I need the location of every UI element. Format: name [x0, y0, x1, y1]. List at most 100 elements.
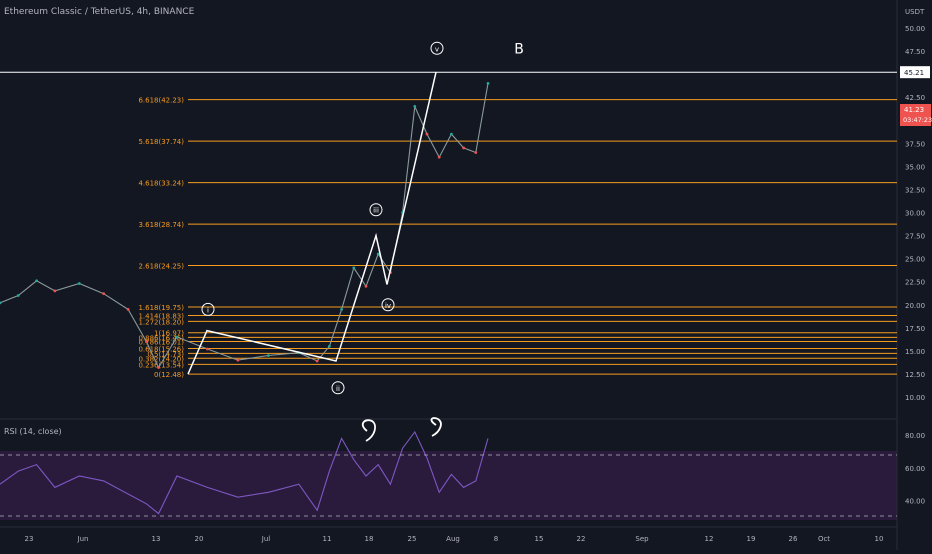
price-point[interactable]	[474, 151, 478, 154]
price-point[interactable]	[16, 294, 20, 297]
wave-label-ring	[430, 41, 444, 55]
fib-level-label: 1.618(19.75)	[138, 304, 184, 312]
time-axis[interactable]: 23 Jun 13 20 Jul 11 18 25 Aug 8 15 22 Sep 12 19 26 Oct 10	[25, 535, 884, 543]
price-point[interactable]	[437, 155, 441, 159]
wave-label[interactable]: i	[207, 306, 209, 314]
fib-level-label: 0.886(16.46)	[138, 334, 184, 342]
time-tick-label: Aug	[446, 535, 460, 543]
time-tick-label: Sep	[635, 535, 649, 543]
time-tick-label: 18	[365, 535, 374, 543]
wave-label-ring	[331, 381, 345, 395]
fib-level-label: 1(16.97)	[154, 330, 184, 338]
rsi-line[interactable]	[0, 430, 489, 515]
symbol-title: Ethereum Classic / TetherUS, 4h, BINANCE	[4, 7, 195, 17]
price-tick-label: 35.00	[905, 163, 925, 171]
time-tick-label: Jul	[261, 535, 271, 543]
wave-label[interactable]: ii	[336, 385, 340, 393]
time-tick-label: 20	[195, 535, 204, 543]
rsi-peak-annotation-2[interactable]	[430, 417, 442, 437]
price-point[interactable]	[267, 354, 270, 357]
price-point[interactable]	[376, 252, 380, 256]
time-tick-label: 8	[494, 535, 498, 543]
price-point[interactable]	[0, 301, 2, 305]
rsi-series[interactable]	[0, 430, 489, 515]
price-tick-label: 37.50	[905, 140, 925, 148]
time-tick-label: Jun	[77, 535, 89, 543]
time-tick-label: 26	[789, 535, 798, 543]
fib-level-label: 0.786(16.01)	[138, 339, 184, 347]
price-point[interactable]	[102, 292, 106, 296]
price-tick-label: 20.00	[905, 302, 925, 310]
price-point[interactable]	[364, 284, 368, 288]
price-point[interactable]	[157, 366, 161, 369]
fib-level-label: 0.236(13.54)	[138, 361, 184, 369]
price-point[interactable]	[486, 81, 490, 85]
price-point[interactable]	[340, 307, 343, 311]
time-tick-label: 22	[577, 535, 586, 543]
price-axis[interactable]: 50.0047.5045.0042.5040.0037.5035.0032.50…	[905, 25, 925, 402]
price-tick-label: 27.50	[905, 233, 925, 241]
price-point[interactable]	[328, 344, 331, 348]
price-tick-label: 17.50	[905, 325, 925, 333]
price-tick-label: 47.50	[905, 48, 925, 56]
price-point[interactable]	[206, 347, 209, 351]
wave-label-ring	[369, 203, 383, 217]
price-point[interactable]	[77, 282, 81, 285]
price-tick-label: 15.00	[905, 348, 925, 356]
wave-label[interactable]: v	[435, 45, 439, 53]
price-point[interactable]	[352, 266, 356, 270]
fib-level-label: 0.5(14.73)	[147, 350, 184, 358]
price-point[interactable]	[315, 359, 319, 363]
price-point[interactable]	[450, 132, 453, 136]
rsi-band-fill	[0, 451, 897, 520]
last-price-badge	[900, 104, 931, 126]
time-tick-label: 11	[323, 535, 332, 543]
last-price-label: 41.23	[904, 106, 924, 114]
price-tick-label: 22.50	[905, 279, 925, 287]
price-point[interactable]	[175, 335, 179, 339]
price-point[interactable]	[126, 307, 130, 311]
rsi-axis[interactable]: 80.00 60.00 40.00	[905, 432, 925, 505]
wave-label[interactable]: iv	[385, 302, 391, 310]
fib-level-label: 0(12.48)	[154, 371, 184, 379]
fib-level-label: 3.618(28.74)	[138, 221, 184, 229]
wave-label[interactable]: iii	[373, 207, 379, 215]
price-tick-label: 30.00	[905, 210, 925, 218]
fib-level-label: 6.618(42.23)	[138, 97, 184, 105]
fib-level-label: 1.272(18.20)	[138, 318, 184, 326]
rsi-peak-annotation-1[interactable]	[361, 419, 377, 442]
price-tick-label: 32.50	[905, 186, 925, 194]
bar-countdown-label: 03:47:23	[903, 116, 932, 124]
fib-level-label: 1.414(18.83)	[138, 313, 184, 321]
rsi-tick-label: 60.00	[905, 465, 925, 473]
price-tick-label: 25.00	[905, 256, 925, 264]
fib-level-label: 0.382(14.20)	[138, 355, 184, 363]
time-tick-label: 12	[705, 535, 714, 543]
price-tick-label: 50.00	[905, 25, 925, 33]
wave-label-ring	[201, 302, 215, 316]
price-point[interactable]	[236, 358, 240, 362]
fib-extension-levels[interactable]: 6.618(42.23) 5.618(37.74) 4.618(33.24) 3.61…	[138, 97, 897, 379]
price-tick-label: 12.50	[905, 371, 925, 379]
rsi-tick-label: 40.00	[905, 498, 925, 506]
price-point[interactable]	[462, 146, 465, 150]
time-tick-label: 23	[25, 535, 34, 543]
price-point[interactable]	[413, 105, 417, 108]
price-tick-label: 42.50	[905, 94, 925, 102]
price-point[interactable]	[145, 340, 148, 344]
fib-level-label: 2.618(24.25)	[138, 263, 184, 271]
price-point[interactable]	[425, 132, 429, 136]
price-point[interactable]	[53, 289, 57, 293]
high-price-badge	[900, 66, 930, 79]
price-tick-label: 10.00	[905, 394, 925, 402]
fib-level-label: 5.618(37.74)	[138, 138, 184, 146]
time-tick-label: 19	[747, 535, 756, 543]
wave-label-b[interactable]: B	[514, 41, 524, 57]
fib-level-label: 4.618(33.24)	[138, 180, 184, 188]
price-point[interactable]	[35, 279, 38, 283]
wave-path[interactable]	[187, 72, 437, 375]
rsi-tick-label: 80.00	[905, 432, 925, 440]
time-tick-label: 15	[535, 535, 544, 543]
